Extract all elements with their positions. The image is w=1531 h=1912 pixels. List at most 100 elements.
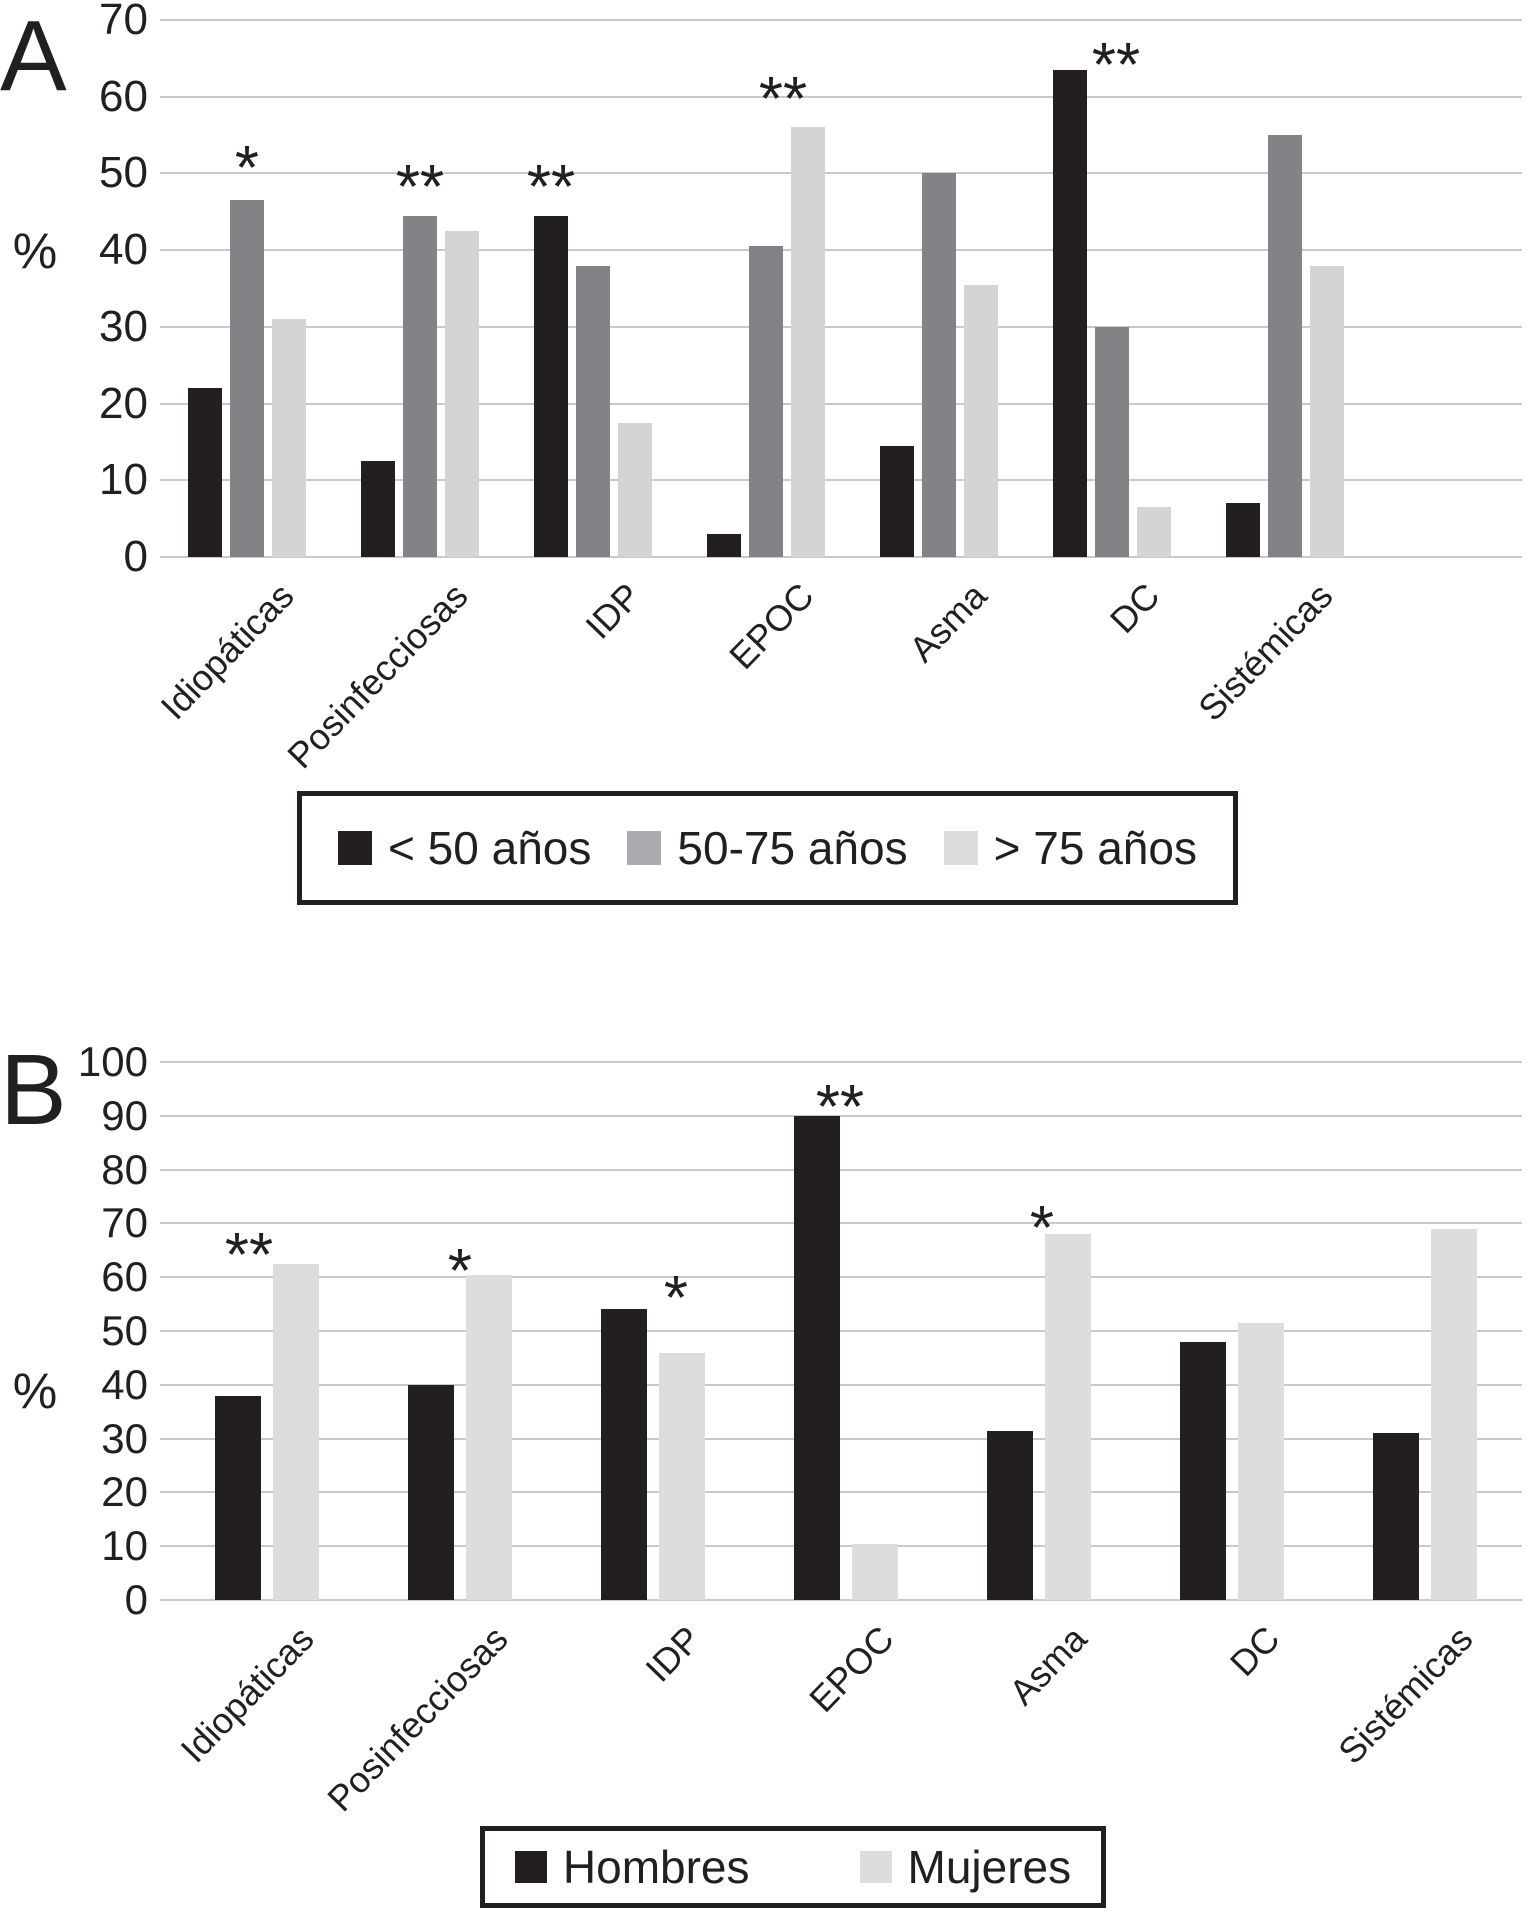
panel-b-significance-marker-0: ** (224, 1221, 274, 1290)
panel-a-y-tick-40: 40 (99, 225, 148, 274)
panel-b-legend-swatch-Mujeres (859, 1851, 892, 1883)
panel-b-x-cell-5: DC (1136, 1604, 1329, 1832)
panel-a-legend-swatch-< 50 años (338, 831, 373, 865)
panel-a-significance-marker-0: * (234, 134, 260, 203)
panel-a-bar-Posinfecciosas-< 50 años (360, 461, 395, 557)
panel-a-gridline-60 (160, 96, 1522, 98)
panel-a-significance-marker-3: ** (758, 65, 808, 134)
panel-a-x-label-EPOC: EPOC (721, 575, 822, 677)
panel-a-y-axis-label: % (12, 223, 58, 279)
panel-b-bar-DC-Hombres (1180, 1341, 1227, 1600)
panel-a-bar-IDP-< 50 años (533, 215, 568, 557)
panel-a-bar-IDP-> 75 años (617, 422, 652, 557)
panel-a-group-1 (333, 20, 506, 557)
panel-a-gridline-20 (160, 403, 1522, 405)
panel-b-group-6 (1329, 1062, 1522, 1600)
panel-a-bar-DC-> 75 años (1137, 507, 1172, 557)
panel-b-gridline-90 (160, 1115, 1522, 1117)
panel-b-gridline-60 (160, 1276, 1522, 1278)
panel-a-bar-Sistémicas-50-75 años (1268, 135, 1303, 557)
panel-b-legend-item-Mujeres: Mujeres (859, 1840, 1072, 1894)
panel-a-legend-item-< 50 años: < 50 años (338, 821, 591, 875)
panel-b-bars (170, 1062, 1522, 1600)
panel-b-significance-marker-1: * (447, 1237, 473, 1306)
panel-b-significance-marker-2: * (663, 1264, 689, 1333)
panel-b-bar-EPOC-Mujeres (851, 1543, 898, 1600)
panel-b-gridline-40 (160, 1384, 1522, 1386)
panel-b-group-2 (556, 1062, 749, 1600)
panel-a-bars (160, 20, 1372, 557)
panel-a-y-tick-70: 70 (99, 0, 148, 44)
panel-a-legend-label-50-75 años: 50-75 años (677, 822, 908, 874)
panel-b-x-cell-6: Sistémicas (1329, 1604, 1522, 1832)
panel-a-bar-Idiopáticas-50-75 años (229, 200, 264, 557)
panel-a-legend-item-> 75 años: > 75 años (943, 821, 1197, 875)
panel-a-label: A (0, 0, 67, 112)
panel-b-bar-Asma-Hombres (987, 1430, 1034, 1600)
panel-b-gridline-70 (160, 1222, 1522, 1224)
panel-b-y-tick-70: 70 (101, 1199, 148, 1246)
panel-a-x-cell-4: Asma (853, 561, 1026, 796)
panel-b-group-4 (943, 1062, 1136, 1600)
panel-a-x-cell-2: IDP (506, 561, 679, 796)
panel-a-x-cell-1: Posinfecciosas (279, 561, 506, 796)
panel-a-bar-IDP-50-75 años (575, 265, 610, 557)
panel-b-legend-label-Mujeres: Mujeres (907, 1841, 1072, 1893)
panel-a-bar-Sistémicas-> 75 años (1310, 265, 1345, 557)
panel-b-x-axis-labels: Idiopáticas Posinfecciosas IDP EPOC Asma DC Si… (170, 1604, 1522, 1832)
panel-a-significance-marker-2: ** (526, 153, 576, 222)
panel-b-gridline-20 (160, 1491, 1522, 1493)
panel-a-group-4 (853, 20, 1026, 557)
panel-a-y-tick-30: 30 (99, 302, 148, 351)
panel-a-gridline-70 (160, 19, 1522, 21)
panel-b-bar-Sistémicas-Hombres (1373, 1433, 1420, 1600)
panel-b-group-1 (363, 1062, 556, 1600)
panel-a-bar-Asma-< 50 años (880, 445, 915, 557)
panel-a-group-3 (679, 20, 852, 557)
panel-b-group-0 (170, 1062, 363, 1600)
panel-a-x-cell-6: Sistémicas (1191, 561, 1372, 796)
panel-a-x-label-Asma: Asma (901, 575, 995, 670)
panel-a-y-tick-0: 0 (123, 532, 148, 581)
panel-b-gridline-100 (160, 1061, 1522, 1063)
panel-b-group-5 (1136, 1062, 1329, 1600)
panel-b-x-cell-3: EPOC (749, 1604, 942, 1832)
panel-b-bar-DC-Mujeres (1238, 1322, 1285, 1600)
panel-a-legend-swatch-> 75 años (943, 831, 978, 865)
panel-a-legend-item-50-75 años: 50-75 años (627, 821, 908, 875)
panel-b-x-label-EPOC: EPOC (801, 1618, 902, 1720)
panel-b-label: B (0, 1034, 67, 1146)
panel-a-group-2 (506, 20, 679, 557)
panel-b-y-axis-label: % (12, 1363, 58, 1419)
panel-a-bar-DC-< 50 años (1053, 69, 1088, 557)
panel-a-y-tick-60: 60 (99, 72, 148, 121)
panel-a-bar-EPOC-< 50 años (706, 534, 741, 557)
panel-a-gridline-0 (160, 556, 1522, 558)
panel-b-bar-Sistémicas-Mujeres (1431, 1228, 1478, 1600)
panel-b-x-label-IDP: IDP (637, 1618, 709, 1690)
panel-a-gridline-10 (160, 479, 1522, 481)
panel-b-y-tick-0: 0 (124, 1576, 148, 1623)
panel-b-legend-label-Hombres: Hombres (562, 1841, 750, 1893)
panel-a-x-cell-5: DC (1026, 561, 1199, 796)
panel-a-group-0 (160, 20, 333, 557)
panel-b-significance-marker-3: ** (815, 1073, 865, 1142)
panel-b-bar-Asma-Mujeres (1045, 1234, 1092, 1600)
panel-b-bar-EPOC-Hombres (793, 1115, 840, 1600)
panel-a-bar-Sistémicas-< 50 años (1226, 503, 1261, 557)
panel-b-bar-IDP-Mujeres (658, 1352, 705, 1600)
panel-b-x-label-Idiopáticas: Idiopáticas (173, 1618, 323, 1771)
panel-b-group-3 (749, 1062, 942, 1600)
panel-a-x-label-Idiopáticas: Idiopáticas (153, 575, 303, 728)
panel-a-y-tick-20: 20 (99, 379, 148, 428)
panel-a-y-tick-50: 50 (99, 148, 148, 197)
panel-a-x-axis-labels: Idiopáticas Posinfecciosas IDP EPOC Asma DC Si… (153, 561, 1372, 796)
panel-b-x-label-DC: DC (1222, 1618, 1288, 1684)
panel-a-bar-EPOC-50-75 años (748, 246, 783, 557)
panel-b-gridline-0 (160, 1599, 1522, 1601)
panel-a-gridline-30 (160, 326, 1522, 328)
panel-b-x-cell-4: Asma (943, 1604, 1136, 1832)
panel-b-y-tick-20: 20 (101, 1468, 148, 1515)
panel-b-y-tick-10: 10 (101, 1522, 148, 1569)
